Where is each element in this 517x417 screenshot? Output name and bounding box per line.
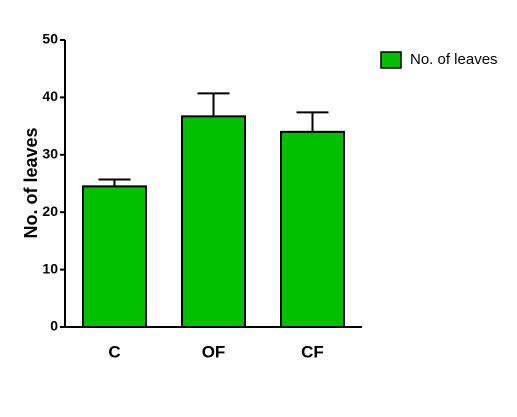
y-tick-label: 30 [42,146,58,162]
y-tick-label: 20 [42,203,58,219]
y-tick-label: 0 [50,318,58,334]
x-tick-label: C [108,342,120,361]
legend-swatch [380,51,402,69]
y-tick-label: 10 [42,260,58,276]
bar [280,130,345,328]
x-tick-label: CF [301,342,324,361]
bar [82,185,147,328]
y-tick-label: 50 [42,31,58,47]
bar [181,115,246,329]
y-axis-label: No. of leaves [21,127,41,238]
y-tick-label: 40 [42,88,58,104]
x-tick-label: OF [202,342,226,361]
legend-label: No. of leaves [410,51,498,68]
